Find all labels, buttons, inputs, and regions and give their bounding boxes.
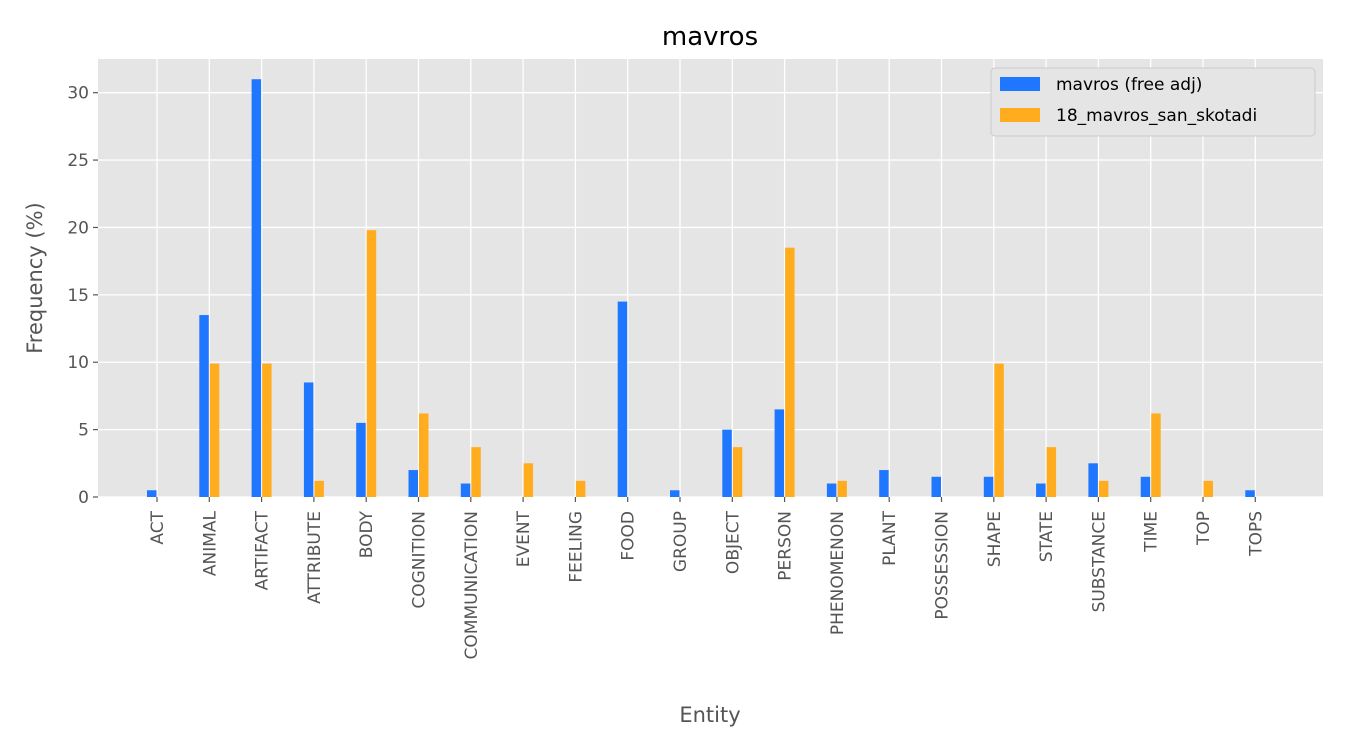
bar-artifact-series-0 bbox=[251, 79, 262, 497]
bar-group-series-0 bbox=[670, 490, 680, 497]
y-tick-label: 30 bbox=[67, 84, 89, 104]
grid-lines bbox=[98, 59, 1323, 498]
x-axis-ticks: ACT ANIMAL ARTIFACT ATTRIBUTE BODY COGNITION C… bbox=[148, 497, 1266, 659]
bar-communication-series-1 bbox=[471, 447, 481, 497]
y-tick-label: 0 bbox=[78, 488, 89, 508]
bar-object-series-1 bbox=[732, 447, 743, 497]
x-tick-label-top: TOP bbox=[1194, 511, 1214, 546]
bar-body-series-0 bbox=[356, 422, 366, 497]
bar-phenomenon-series-0 bbox=[826, 483, 837, 497]
bar-body-series-1 bbox=[366, 230, 377, 497]
bar-act-series-0 bbox=[147, 490, 157, 497]
bar-substance-series-0 bbox=[1088, 463, 1098, 497]
y-tick-label: 15 bbox=[67, 286, 89, 306]
x-tick-label-time: TIME bbox=[1142, 511, 1162, 553]
bar-food-series-0 bbox=[617, 301, 628, 497]
x-tick-label-possession: POSSESSION bbox=[933, 511, 953, 620]
bar-substance-series-1 bbox=[1098, 480, 1109, 497]
legend-swatch-series-0 bbox=[1000, 77, 1040, 91]
x-tick-label-event: EVENT bbox=[514, 510, 534, 567]
bar-object-series-0 bbox=[722, 429, 732, 497]
bar-artifact-series-1 bbox=[262, 363, 272, 497]
x-tick-label-tops: TOPS bbox=[1246, 511, 1266, 557]
bar-state-series-0 bbox=[1036, 483, 1046, 497]
bar-state-series-1 bbox=[1046, 447, 1057, 497]
y-axis-ticks: 0 5 10 15 20 25 30 bbox=[67, 84, 98, 508]
x-tick-label-cognition: COGNITION bbox=[410, 511, 430, 609]
x-tick-label-attribute: ATTRIBUTE bbox=[305, 511, 325, 604]
x-tick-label-feeling: FEELING bbox=[566, 511, 586, 583]
y-tick-label: 10 bbox=[67, 353, 89, 373]
bar-event-series-1 bbox=[523, 463, 534, 497]
bar-top-series-1 bbox=[1203, 480, 1213, 497]
bar-possession-series-0 bbox=[931, 476, 941, 497]
bar-animal-series-0 bbox=[199, 315, 209, 497]
bar-attribute-series-0 bbox=[303, 382, 314, 497]
x-tick-label-shape: SHAPE bbox=[985, 511, 1005, 567]
legend-swatch-series-1 bbox=[1000, 108, 1040, 122]
bar-shape-series-1 bbox=[994, 363, 1004, 497]
legend-label-series-1: 18_mavros_san_skotadi bbox=[1056, 106, 1257, 126]
x-tick-label-body: BODY bbox=[357, 510, 377, 558]
bars bbox=[147, 79, 1255, 497]
x-tick-label-animal: ANIMAL bbox=[200, 510, 220, 576]
legend-label-series-0: mavros (free adj) bbox=[1056, 75, 1202, 95]
bar-animal-series-1 bbox=[209, 363, 220, 497]
bar-shape-series-0 bbox=[983, 476, 994, 497]
y-axis-label: Frequency (%) bbox=[23, 202, 47, 354]
bar-cognition-series-0 bbox=[408, 470, 418, 497]
x-tick-label-artifact: ARTIFACT bbox=[253, 510, 273, 590]
legend: mavros (free adj) 18_mavros_san_skotadi bbox=[990, 67, 1316, 137]
bar-phenomenon-series-1 bbox=[837, 480, 847, 497]
legend-box bbox=[990, 67, 1316, 137]
x-tick-label-communication: COMMUNICATION bbox=[462, 511, 482, 659]
x-tick-label-group: GROUP bbox=[671, 511, 691, 572]
bar-person-series-1 bbox=[785, 247, 795, 497]
bar-plant-series-0 bbox=[879, 470, 889, 497]
bar-time-series-1 bbox=[1151, 413, 1161, 497]
bar-attribute-series-1 bbox=[314, 480, 324, 497]
bar-time-series-0 bbox=[1140, 476, 1151, 497]
bar-feeling-series-1 bbox=[575, 480, 586, 497]
x-tick-label-act: ACT bbox=[148, 510, 168, 544]
bar-tops-series-0 bbox=[1245, 490, 1255, 497]
x-axis-label: Entity bbox=[679, 703, 740, 727]
bar-cognition-series-1 bbox=[419, 413, 429, 497]
x-tick-label-object: OBJECT bbox=[723, 510, 743, 574]
y-tick-label: 5 bbox=[78, 421, 89, 441]
x-tick-label-phenomenon: PHENOMENON bbox=[828, 511, 848, 635]
bar-communication-series-0 bbox=[460, 483, 471, 497]
x-tick-label-person: PERSON bbox=[776, 511, 796, 581]
x-tick-label-state: STATE bbox=[1037, 511, 1057, 562]
x-tick-label-food: FOOD bbox=[619, 511, 639, 561]
y-tick-label: 20 bbox=[67, 218, 89, 238]
chart-title: mavros bbox=[662, 22, 758, 52]
x-tick-label-substance: SUBSTANCE bbox=[1089, 511, 1109, 612]
x-tick-label-plant: PLANT bbox=[880, 510, 900, 565]
bar-person-series-0 bbox=[774, 409, 785, 497]
y-tick-label: 25 bbox=[67, 151, 89, 171]
